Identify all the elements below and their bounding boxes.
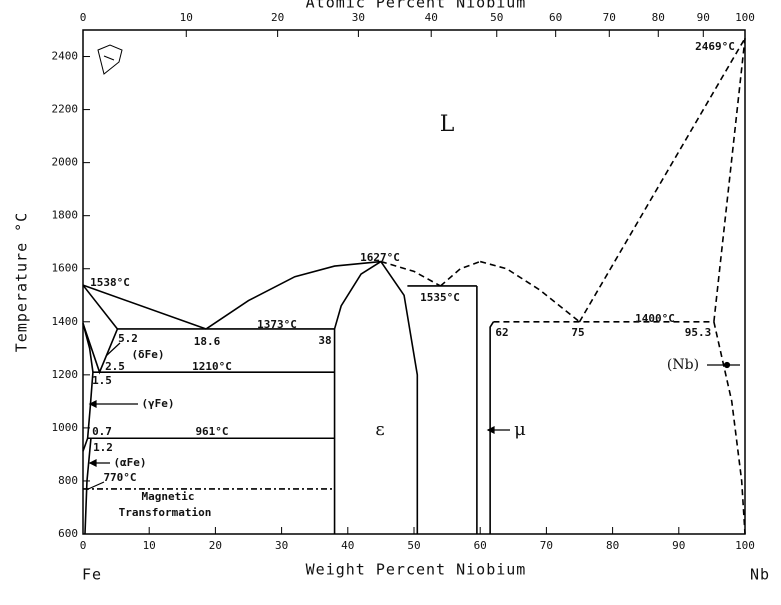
- x2-axis-label: Atomic Percent Niobium: [306, 0, 527, 12]
- x2-tick-label: 70: [603, 11, 616, 24]
- phase-boundary: [479, 260, 581, 323]
- nb-label: Nb: [750, 566, 770, 584]
- y-tick-label: 800: [58, 474, 78, 487]
- annotation: (αFe): [113, 456, 146, 469]
- x2-tick-label: 60: [549, 11, 562, 24]
- annotation: 1627°C: [360, 251, 400, 264]
- phase-boundary: [380, 260, 441, 287]
- phase-boundary: [82, 284, 207, 330]
- phase-boundary: [82, 284, 119, 330]
- x-tick-label: 20: [209, 539, 222, 552]
- x-tick-label: 50: [407, 539, 420, 552]
- annotation: 1538°C: [90, 276, 130, 289]
- x-tick-label: 30: [275, 539, 288, 552]
- x2-tick-label: 20: [271, 11, 284, 24]
- x2-tick-label: 100: [735, 11, 755, 24]
- annotation: 2.5: [105, 360, 125, 373]
- y-tick-label: 2200: [52, 103, 79, 116]
- x-tick-label: 0: [80, 539, 87, 552]
- y-tick-label: 1000: [52, 421, 79, 434]
- phase-boundary: [84, 438, 92, 535]
- x-tick-label: 40: [341, 539, 354, 552]
- x-tick-label: 70: [540, 539, 553, 552]
- annotation: 1400°C: [635, 312, 675, 325]
- x2-tick-label: 90: [697, 11, 710, 24]
- x-tick-label: 10: [143, 539, 156, 552]
- annotation: 5.2: [118, 332, 138, 345]
- annotation: 18.6: [194, 335, 221, 348]
- plot-frame: [82, 29, 746, 535]
- x-tick-label: 100: [735, 539, 755, 552]
- phase-boundary: [439, 260, 481, 287]
- x2-tick-label: 0: [80, 11, 87, 24]
- annotation: 62: [495, 326, 508, 339]
- fe-label: Fe: [82, 566, 102, 584]
- phase-boundary: [713, 38, 746, 322]
- annotation: (γFe): [141, 397, 174, 410]
- annotation: Magnetic: [142, 490, 195, 503]
- phase-boundary: [578, 37, 746, 323]
- phase-boundary: [82, 323, 119, 375]
- x-axis-label: Weight Percent Niobium: [306, 561, 527, 579]
- phase-boundary: [205, 260, 381, 330]
- phase-boundary: [380, 261, 419, 534]
- annotation: 770°C: [103, 471, 136, 484]
- x2-tick-label: 80: [652, 11, 665, 24]
- annotation: μ: [514, 419, 526, 440]
- x-tick-label: 80: [606, 539, 619, 552]
- annotation: 0.7: [92, 425, 112, 438]
- y-tick-label: 600: [58, 527, 78, 540]
- x2-tick-label: 50: [490, 11, 503, 24]
- annotation: 38: [318, 334, 331, 347]
- x2-tick-label: 40: [425, 11, 438, 24]
- y-axis-label: Temperature °C: [13, 212, 31, 352]
- phase-boundary: [82, 323, 94, 452]
- annotation: 1535°C: [420, 291, 460, 304]
- annotation: 961°C: [195, 425, 228, 438]
- y-tick-label: 2400: [52, 50, 79, 63]
- annotation: 1.5: [92, 374, 112, 387]
- annotation: 2469°C: [695, 40, 735, 53]
- phase-boundary: [489, 321, 495, 534]
- y-tick-label: 1400: [52, 315, 79, 328]
- phase-boundary: [713, 321, 746, 535]
- annotation: 95.3: [685, 326, 712, 339]
- x2-tick-label: 10: [180, 11, 193, 24]
- phase-boundary: [333, 260, 382, 534]
- x-tick-label: 60: [474, 539, 487, 552]
- y-tick-label: 2000: [52, 156, 79, 169]
- arrows: [85, 44, 740, 491]
- annotation: ε: [375, 419, 384, 440]
- annotation: L: [440, 112, 455, 137]
- annotation: 1.2: [93, 441, 113, 454]
- annotation: (Nb): [667, 357, 699, 373]
- x-tick-label: 90: [672, 539, 685, 552]
- y-tick-label: 1600: [52, 262, 79, 275]
- annotation: 75: [571, 326, 584, 339]
- y-tick-label: 1800: [52, 209, 79, 222]
- annotation: (δFe): [131, 348, 164, 361]
- annotation: 1210°C: [192, 360, 232, 373]
- y-tick-label: 1200: [52, 368, 79, 381]
- annotation: Transformation: [119, 506, 212, 519]
- x2-tick-label: 30: [352, 11, 365, 24]
- annotation: 1373°C: [257, 318, 297, 331]
